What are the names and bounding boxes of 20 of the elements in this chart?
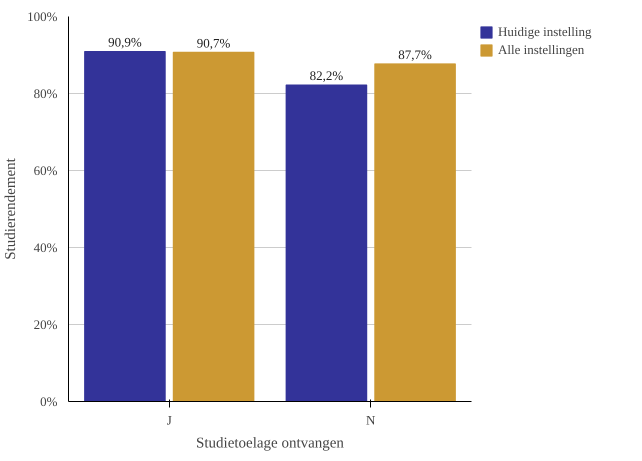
x-tick-label: N [366,412,376,428]
y-tick-label: 20% [34,317,58,332]
bar [172,52,254,402]
data-label: 90,7% [196,35,231,50]
legend-label: Alle instellingen [498,42,584,58]
y-tick-label: 60% [34,163,58,178]
bar [286,84,368,402]
y-tick-label: 0% [40,394,58,409]
data-label: 87,7% [398,46,432,62]
data-label: 82,2% [310,68,344,84]
y-tick-label: 40% [34,240,58,255]
data-label: 90,9% [108,34,142,50]
y-tick-label: 80% [34,86,58,101]
bar [84,51,166,402]
legend-label: Huidige instelling [498,24,592,40]
x-axis-title: Studietoelage ontvangen [196,436,344,452]
y-axis-title: Studierendement [3,157,20,260]
bar [374,63,456,402]
x-tick-label: J [166,412,172,428]
y-tick-label: 100% [27,9,58,24]
